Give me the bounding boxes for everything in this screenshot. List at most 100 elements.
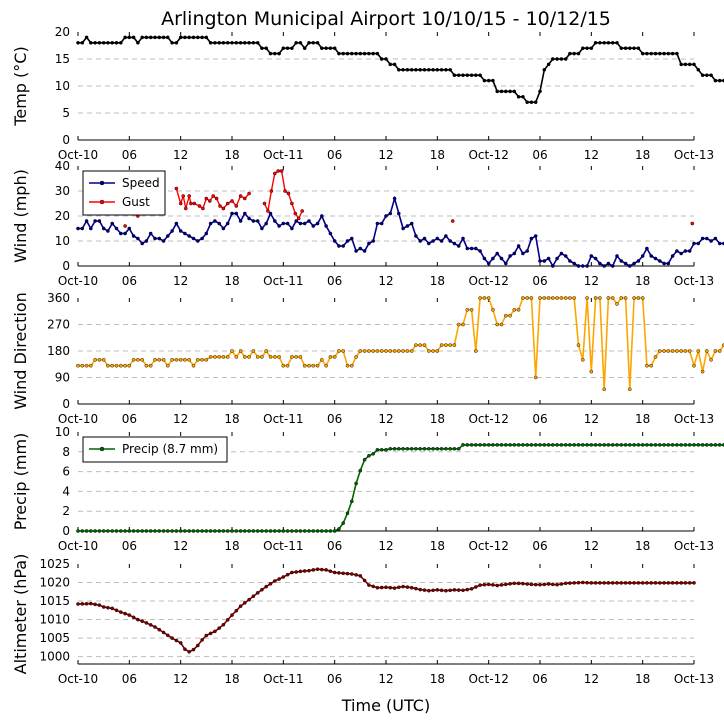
data-point — [341, 244, 346, 248]
data-point — [529, 236, 534, 241]
data-point — [396, 68, 401, 72]
y-tick-label: 1015 — [39, 594, 70, 608]
x-tick-label: 06 — [532, 148, 547, 162]
data-point — [268, 51, 273, 56]
x-tick-label: Oct-12 — [468, 148, 508, 162]
data-point — [144, 363, 149, 368]
y-tick-label: 20 — [55, 209, 70, 223]
data-point — [127, 35, 132, 40]
data-point — [187, 194, 191, 198]
data-point — [349, 572, 354, 576]
data-point — [598, 443, 602, 447]
data-point — [521, 581, 525, 586]
data-point — [713, 236, 718, 241]
data-point — [255, 529, 260, 533]
data-point — [495, 322, 500, 327]
data-point — [358, 574, 363, 578]
data-point — [439, 239, 444, 243]
x-tick-label: 12 — [173, 672, 188, 686]
data-point — [516, 307, 521, 312]
data-point — [551, 443, 555, 447]
data-point — [503, 261, 508, 266]
data-point — [542, 259, 547, 263]
x-tick-label: 18 — [430, 148, 445, 162]
data-point — [585, 580, 589, 585]
data-point — [658, 259, 662, 263]
data-point — [131, 357, 136, 362]
data-point — [572, 443, 577, 447]
data-point — [187, 35, 191, 40]
data-point — [136, 617, 140, 622]
data-point — [247, 41, 251, 45]
data-point — [529, 443, 534, 447]
data-point — [375, 447, 380, 452]
data-point — [255, 355, 260, 359]
data-point — [525, 443, 530, 447]
data-point — [679, 62, 684, 67]
data-point — [431, 349, 435, 353]
data-point — [435, 446, 440, 451]
data-point — [401, 446, 405, 451]
data-point — [174, 221, 179, 226]
data-point — [255, 591, 260, 595]
data-point — [461, 443, 465, 447]
data-point — [456, 446, 461, 451]
data-point — [602, 581, 607, 585]
data-point — [119, 610, 123, 614]
data-point — [170, 529, 174, 533]
x-tick-label: 06 — [532, 539, 547, 553]
data-point — [101, 226, 106, 231]
data-point — [97, 41, 102, 45]
data-point — [542, 68, 547, 72]
data-point — [422, 446, 427, 451]
data-point — [119, 529, 123, 533]
x-tick-label: 06 — [122, 412, 137, 426]
data-point — [264, 349, 269, 353]
data-point — [181, 194, 185, 198]
data-point — [683, 581, 688, 585]
data-point — [593, 581, 598, 585]
data-point — [349, 363, 354, 368]
data-point — [666, 51, 671, 56]
data-point — [174, 638, 179, 643]
data-point — [619, 581, 624, 585]
data-point — [195, 239, 200, 243]
data-point — [456, 244, 461, 248]
x-tick-label: 12 — [584, 274, 599, 288]
data-point — [214, 196, 219, 201]
data-point — [89, 529, 93, 533]
data-point — [242, 601, 247, 605]
data-point — [76, 529, 80, 533]
data-point — [264, 221, 269, 226]
data-point — [499, 443, 504, 447]
data-point — [619, 443, 624, 447]
data-point — [533, 582, 538, 587]
data-point — [217, 529, 221, 533]
data-point — [277, 577, 281, 581]
data-point — [225, 529, 230, 533]
data-point — [426, 349, 431, 353]
data-point — [84, 219, 89, 223]
data-point — [187, 650, 191, 654]
data-point — [251, 594, 256, 599]
data-point — [127, 363, 132, 368]
data-point — [653, 581, 658, 585]
data-point — [465, 73, 470, 77]
data-point — [533, 443, 538, 447]
data-point — [469, 246, 474, 251]
data-point — [568, 443, 572, 447]
data-point — [187, 234, 191, 238]
x-tick-label: Oct-10 — [58, 148, 98, 162]
data-point — [709, 239, 713, 243]
legend-label: Speed — [122, 176, 160, 190]
data-point — [106, 529, 110, 533]
legend-marker — [99, 180, 105, 186]
data-point — [645, 363, 649, 368]
data-point — [606, 581, 611, 585]
data-point — [328, 46, 333, 51]
x-tick-label: 06 — [327, 412, 342, 426]
data-point — [230, 199, 234, 203]
data-point — [93, 41, 97, 45]
x-tick-label: 18 — [224, 148, 239, 162]
data-point — [144, 621, 149, 625]
